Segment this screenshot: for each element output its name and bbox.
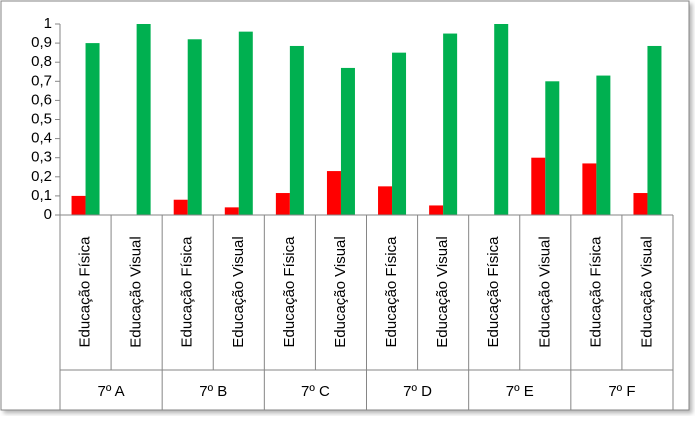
bar: [378, 186, 393, 215]
bar: [136, 24, 151, 215]
bar: [71, 195, 86, 215]
bar: [443, 33, 458, 215]
y-tick-label: 0,7: [31, 72, 52, 89]
bar: [596, 75, 611, 215]
x-tick-label: Educação Visual: [434, 236, 451, 347]
x-tick-label: Educação Visual: [230, 236, 247, 347]
bar: [494, 24, 509, 215]
bar: [531, 157, 546, 215]
x-tick-label: Educação Visual: [128, 236, 145, 347]
bar: [326, 171, 341, 215]
bar: [289, 45, 304, 216]
y-tick-label: 0,2: [31, 168, 52, 185]
x-tick-label: Educação Visual: [536, 236, 553, 347]
bar: [340, 67, 355, 216]
bar: [582, 163, 597, 215]
bar: [238, 31, 253, 215]
y-tick-label: 0,8: [31, 53, 52, 70]
y-tick-label: 0,5: [31, 110, 52, 127]
y-tick-label: 0,9: [31, 34, 52, 51]
x-tick-label: Educação Visual: [332, 236, 349, 347]
x-tick-label: Educação Física: [281, 236, 298, 348]
bar: [392, 52, 407, 216]
group-label: 7º B: [199, 383, 227, 400]
y-tick-label: 0,1: [31, 187, 52, 204]
bar: [173, 199, 188, 215]
bar: [224, 207, 239, 215]
x-tick-label: Educação Física: [383, 236, 400, 348]
bar: [187, 39, 202, 215]
y-tick-label: 0: [44, 206, 52, 223]
group-label: 7º F: [608, 383, 635, 400]
x-tick-label: Educação Física: [77, 236, 94, 348]
bar: [85, 43, 100, 215]
group-label: 7º D: [403, 383, 432, 400]
y-tick-label: 0,4: [31, 130, 52, 147]
x-tick-label: Educação Física: [179, 236, 196, 348]
x-tick-label: Educação Física: [587, 236, 604, 348]
bar: [545, 81, 560, 215]
y-tick-label: 0,6: [31, 91, 52, 108]
x-tick-label: Educação Visual: [638, 236, 655, 347]
y-tick-label: 1: [44, 15, 52, 32]
group-label: 7º E: [506, 383, 534, 400]
group-label: 7º A: [97, 383, 124, 400]
bar: [429, 205, 444, 215]
bar: [647, 45, 662, 216]
bar: [633, 193, 648, 215]
y-tick-label: 0,3: [31, 149, 52, 166]
x-tick-label: Educação Física: [485, 236, 502, 348]
group-label: 7º C: [301, 383, 330, 400]
bar: [275, 193, 290, 215]
